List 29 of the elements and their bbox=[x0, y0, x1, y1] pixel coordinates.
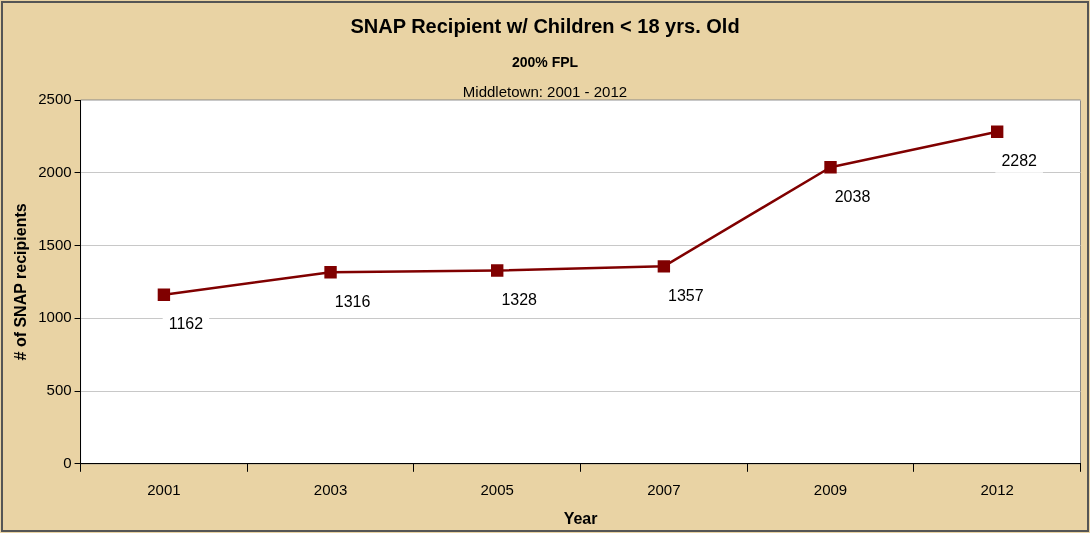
y-tick-label: 1000 bbox=[38, 308, 72, 326]
text: Middletown: 2001 - 2012 bbox=[462, 83, 628, 101]
y-tick-label: 500 bbox=[46, 381, 72, 399]
x-tick-label: 2009 bbox=[813, 480, 848, 498]
data-label: 1316 bbox=[334, 292, 371, 310]
point bbox=[157, 288, 171, 301]
y-tick-label: 2500 bbox=[38, 90, 72, 108]
point bbox=[657, 260, 671, 273]
y-tick-label: 1500 bbox=[38, 235, 72, 253]
data-label: 2282 bbox=[1001, 152, 1038, 170]
x-tick-label: 2005 bbox=[480, 480, 514, 498]
y-axis-title: # of SNAP recipients bbox=[12, 203, 30, 361]
x-tick-label: 2003 bbox=[313, 480, 348, 498]
x-axis-title: Year bbox=[563, 509, 598, 527]
point bbox=[491, 264, 504, 277]
data-label: 1357 bbox=[668, 286, 704, 304]
y-tick-label: 2000 bbox=[38, 162, 72, 180]
point bbox=[324, 266, 337, 279]
chart-title: SNAP Recipient w/ Children < 18 yrs. Old bbox=[350, 14, 740, 37]
x-tick-label: 2001 bbox=[147, 480, 181, 498]
x-tick-label: 2012 bbox=[980, 480, 1014, 498]
data-label: 1162 bbox=[168, 315, 204, 333]
y-tick-label: 0 bbox=[63, 453, 72, 471]
point bbox=[990, 125, 1004, 138]
x-tick-label: 2007 bbox=[647, 480, 681, 498]
chart-subtitle: 200% FPL bbox=[511, 53, 579, 70]
point bbox=[824, 161, 837, 174]
data-label: 2038 bbox=[834, 187, 871, 205]
data-label: 1328 bbox=[501, 290, 538, 308]
